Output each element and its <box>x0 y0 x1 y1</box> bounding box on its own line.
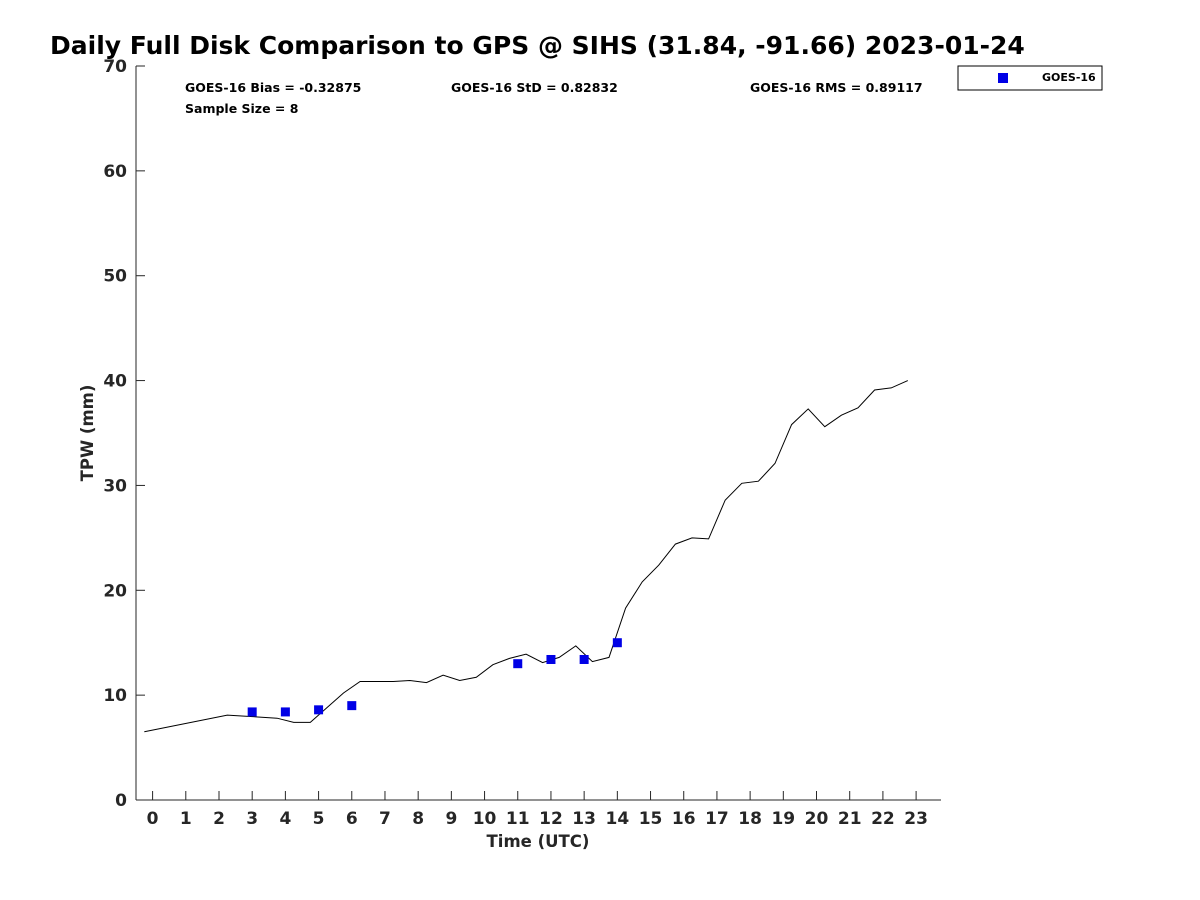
y-axis-label: TPW (mm) <box>78 385 97 482</box>
y-tick-label: 50 <box>103 267 127 287</box>
y-tick-label: 70 <box>103 57 127 77</box>
x-tick-label: 14 <box>606 809 630 829</box>
goes16-marker <box>280 707 290 717</box>
y-tick-label: 60 <box>103 162 127 182</box>
goes16-marker <box>513 659 523 669</box>
y-tick-label: 10 <box>103 686 127 706</box>
legend-box <box>957 65 1103 91</box>
x-tick-label: 13 <box>572 809 596 829</box>
y-tick-label: 30 <box>103 476 127 496</box>
stat-rms: GOES-16 RMS = 0.89117 <box>750 80 923 95</box>
x-tick-label: 11 <box>506 809 530 829</box>
legend-label: GOES-16 <box>1042 71 1096 84</box>
x-tick-label: 21 <box>838 809 862 829</box>
x-tick-label: 18 <box>738 809 762 829</box>
goes16-marker <box>314 705 324 715</box>
goes16-marker <box>612 638 622 648</box>
goes16-marker <box>247 707 257 717</box>
x-tick-label: 9 <box>445 809 457 829</box>
goes16-marker <box>546 654 556 664</box>
x-tick-label: 8 <box>412 809 424 829</box>
legend: GOES-16 <box>957 65 1103 91</box>
x-tick-label: 1 <box>180 809 192 829</box>
tick-labels: 0 1 2 3 4 5 6 7 8 9 10 11 12 13 14 15 16 17 18 19 20 21 22 2301… <box>103 57 928 829</box>
x-axis-label: Time (UTC) <box>487 832 590 851</box>
x-tick-label: 12 <box>539 809 563 829</box>
y-tick-label: 40 <box>103 372 127 392</box>
stats-annotations: GOES-16 Bias = -0.32875 GOES-16 StD = 0.… <box>185 80 923 116</box>
plot-area <box>144 380 909 733</box>
x-tick-label: 16 <box>672 809 696 829</box>
x-tick-label: 4 <box>279 809 291 829</box>
x-tick-label: 19 <box>771 809 795 829</box>
x-tick-label: 5 <box>313 809 325 829</box>
gps-tpw-line <box>144 380 909 733</box>
stat-std: GOES-16 StD = 0.82832 <box>451 80 618 95</box>
x-tick-label: 10 <box>473 809 497 829</box>
x-tick-label: 17 <box>705 809 729 829</box>
stat-sample-size: Sample Size = 8 <box>185 101 298 116</box>
legend-marker <box>998 73 1008 83</box>
y-tick-label: 20 <box>103 581 127 601</box>
x-tick-label: 2 <box>213 809 225 829</box>
y-tick-label: 0 <box>115 791 127 811</box>
x-tick-label: 0 <box>147 809 159 829</box>
stat-bias: GOES-16 Bias = -0.32875 <box>185 80 361 95</box>
goes16-marker <box>579 654 589 664</box>
chart-title: Daily Full Disk Comparison to GPS @ SIHS… <box>50 31 1025 60</box>
x-tick-label: 20 <box>805 809 829 829</box>
x-tick-label: 22 <box>871 809 895 829</box>
x-tick-label: 7 <box>379 809 391 829</box>
x-tick-label: 15 <box>639 809 663 829</box>
x-tick-label: 6 <box>346 809 358 829</box>
axes <box>135 65 941 801</box>
goes16-marker <box>347 701 357 711</box>
x-tick-label: 3 <box>246 809 258 829</box>
x-tick-label: 23 <box>904 809 928 829</box>
